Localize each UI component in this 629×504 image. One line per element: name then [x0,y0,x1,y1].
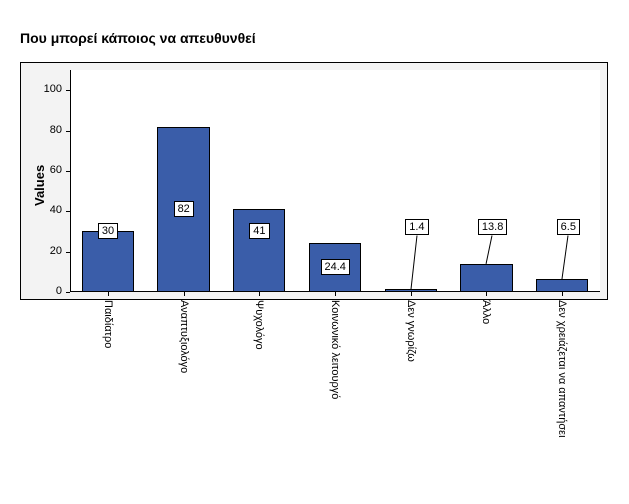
ytick-label: 0 [36,285,62,297]
xtick-label: Αναπτυξιολόγο [178,300,190,373]
value-label: 24.4 [321,259,350,275]
xtick-label: Δεν χρειάζεται να απαντήσει [556,300,568,438]
bar [460,264,512,292]
ytick-mark [66,171,70,172]
ytick-label: 40 [36,204,62,216]
xtick-mark [108,292,109,296]
ytick-mark [66,292,70,293]
chart-title: Που μπορεί κάποιος να απευθυνθεί [20,30,256,46]
ytick-label: 100 [36,83,62,95]
xtick-label: Άλλο [480,300,492,324]
value-label: 13.8 [478,219,507,235]
ytick-mark [66,90,70,91]
bar [233,209,285,292]
bar [82,231,134,292]
ytick-mark [66,211,70,212]
chart-container: Που μπορεί κάποιος να απευθυνθεί Values … [0,0,629,504]
ytick-label: 60 [36,164,62,176]
xtick-label: Κοινωνικό λειτουργό [329,300,341,399]
value-label: 1.4 [405,219,428,235]
ytick-label: 20 [36,245,62,257]
xtick-mark [562,292,563,296]
ytick-label: 80 [36,124,62,136]
bar [536,279,588,292]
xtick-mark [259,292,260,296]
ytick-mark [66,252,70,253]
ytick-mark [66,131,70,132]
value-label: 41 [249,223,269,239]
value-label: 6.5 [557,219,580,235]
xtick-label: Ψυχολόγο [253,300,265,350]
value-label: 82 [174,201,194,217]
xtick-label: Παιδίατρο [102,300,114,348]
xtick-label: Δεν γνωρίζω [405,300,417,362]
xtick-mark [486,292,487,296]
xtick-mark [184,292,185,296]
xtick-mark [411,292,412,296]
value-label: 30 [98,223,118,239]
xtick-mark [335,292,336,296]
